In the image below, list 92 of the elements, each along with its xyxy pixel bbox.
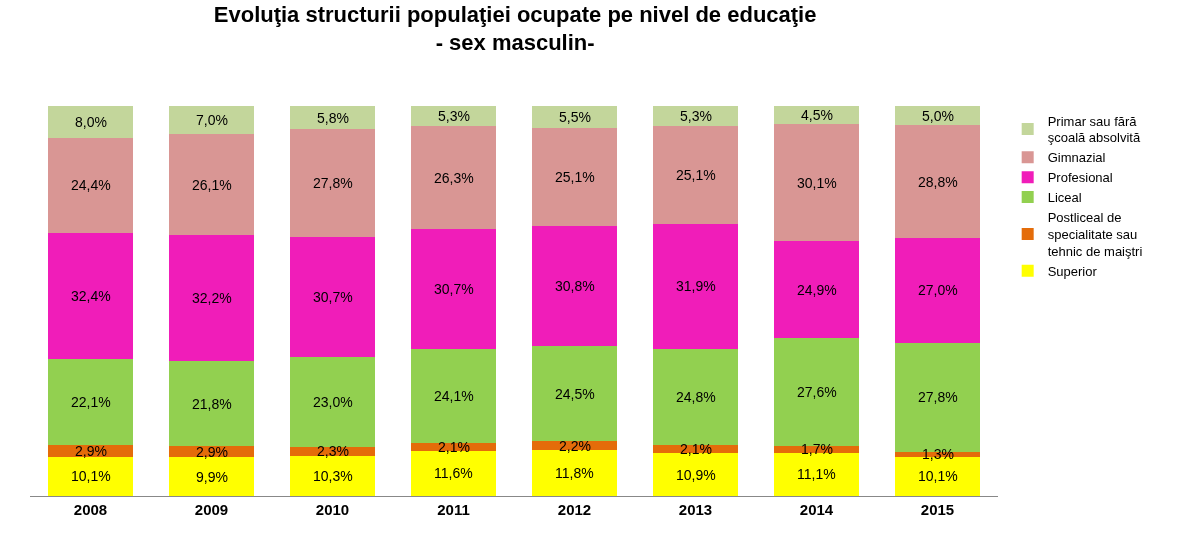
data-label: 22,1% xyxy=(71,394,111,410)
chart-title: Evoluţia structurii populaţiei ocupate pe nivel de educaţie xyxy=(213,1,817,27)
bar xyxy=(290,128,375,238)
data-label: 2,9% xyxy=(196,444,228,460)
data-label: 1,7% xyxy=(801,441,833,457)
bar xyxy=(532,345,617,442)
data-label: 10,3% xyxy=(313,468,353,484)
bar xyxy=(169,235,254,362)
data-label: 32,2% xyxy=(192,290,232,306)
bar xyxy=(774,106,859,124)
data-label: 2,9% xyxy=(75,443,107,459)
data-label: 9,9% xyxy=(196,469,228,485)
data-label: 25,1% xyxy=(555,169,595,185)
data-label: 27,8% xyxy=(313,175,353,191)
bar xyxy=(48,232,133,360)
x-tick-label: 2012 xyxy=(557,501,592,518)
data-label: 5,5% xyxy=(559,109,591,125)
data-label: 4,5% xyxy=(801,107,833,123)
bar xyxy=(532,225,617,346)
data-label: 2,1% xyxy=(438,439,470,455)
bar xyxy=(653,224,738,349)
bar xyxy=(169,457,254,496)
legend-label: Postliceal de specialitate sau tehnic de maiştri xyxy=(1047,210,1143,259)
x-tick-label: 2013 xyxy=(678,501,713,518)
bar xyxy=(653,348,738,446)
bar xyxy=(290,357,375,447)
bar xyxy=(48,106,133,138)
bar xyxy=(290,106,375,129)
bar xyxy=(48,359,133,446)
data-label: 11,6% xyxy=(434,465,473,481)
data-label: 2,3% xyxy=(317,443,349,459)
data-label: 8,0% xyxy=(75,114,107,130)
bar xyxy=(411,348,496,443)
x-tick-label: 2009 xyxy=(194,501,229,518)
data-label: 27,8% xyxy=(918,389,958,405)
legend-label: Primar sau fără şcoală absolvită xyxy=(1047,113,1141,146)
data-label: 24,5% xyxy=(555,386,595,402)
data-label: 24,4% xyxy=(71,177,111,193)
data-label: 30,1% xyxy=(797,175,837,191)
data-label: 26,1% xyxy=(192,177,232,193)
data-label: 10,9% xyxy=(676,467,716,483)
bar xyxy=(411,126,496,229)
data-label: 2,1% xyxy=(680,441,712,457)
bar xyxy=(895,237,980,344)
bar xyxy=(774,241,859,339)
x-tick-label: 2015 xyxy=(920,501,955,518)
bar xyxy=(653,126,738,225)
data-label: 27,6% xyxy=(797,384,837,400)
bar xyxy=(48,456,133,496)
data-label: 5,3% xyxy=(438,108,470,124)
data-label: 28,8% xyxy=(918,174,958,190)
data-label: 24,9% xyxy=(797,282,837,298)
bar xyxy=(169,133,254,236)
legend-label: Superior xyxy=(1047,263,1098,279)
legend-label: Profesional xyxy=(1047,170,1113,186)
data-label: 24,1% xyxy=(434,388,474,404)
data-label: 2,2% xyxy=(559,438,591,454)
bar xyxy=(290,237,375,358)
data-label: 23,0% xyxy=(313,394,353,410)
x-tick-label: 2011 xyxy=(437,501,470,518)
bar xyxy=(169,106,254,134)
bar xyxy=(48,137,133,233)
legend-label: Gimnazial xyxy=(1047,150,1106,166)
data-label: 30,8% xyxy=(555,278,595,294)
data-label: 31,9% xyxy=(676,278,716,294)
data-label: 5,3% xyxy=(680,108,712,124)
data-label: 25,1% xyxy=(676,167,716,183)
data-label: 32,4% xyxy=(71,288,111,304)
data-label: 30,7% xyxy=(434,281,474,297)
bar xyxy=(774,123,859,242)
bar xyxy=(532,106,617,128)
data-label: 30,7% xyxy=(313,289,353,305)
data-label: 7,0% xyxy=(196,112,228,128)
bar xyxy=(169,361,254,447)
data-label: 26,3% xyxy=(434,170,474,186)
data-label: 10,1% xyxy=(918,468,958,484)
data-label: 24,8% xyxy=(676,389,716,405)
x-tick-label: 2010 xyxy=(315,501,350,518)
data-label: 5,8% xyxy=(317,110,349,126)
legend-label: Liceal xyxy=(1047,190,1082,206)
x-tick-label: 2014 xyxy=(799,501,834,518)
chart-subtitle: - sex masculin- xyxy=(435,30,595,56)
data-label: 11,1% xyxy=(797,466,836,482)
data-label: 11,8% xyxy=(555,465,594,481)
data-label: 27,0% xyxy=(918,282,958,298)
x-tick-label: 2008 xyxy=(73,501,108,518)
bar xyxy=(411,228,496,349)
data-label: 5,0% xyxy=(922,108,954,124)
bar xyxy=(895,125,980,238)
bar xyxy=(532,127,617,226)
data-label: 21,8% xyxy=(192,396,232,412)
data-label: 10,1% xyxy=(71,468,111,484)
